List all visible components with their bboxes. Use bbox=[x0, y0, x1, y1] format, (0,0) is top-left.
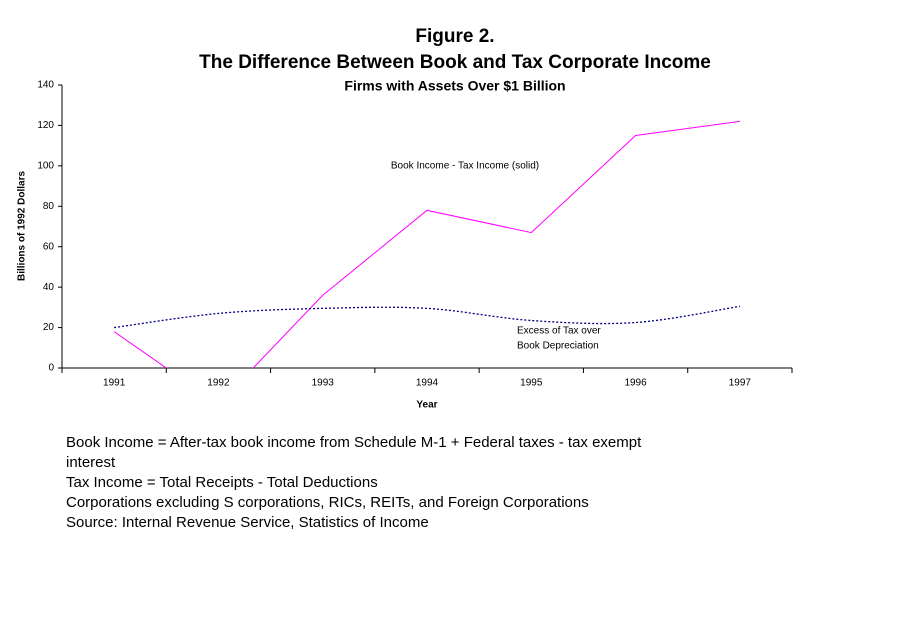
x-tick-label: 1993 bbox=[312, 378, 335, 389]
x-axis-label: Year bbox=[416, 400, 437, 411]
annotation: Excess of Tax over bbox=[517, 326, 601, 337]
chart-subtitle: The Difference Between Book and Tax Corp… bbox=[199, 52, 711, 73]
y-tick-label: 40 bbox=[43, 282, 55, 293]
x-tick-label: 1991 bbox=[103, 378, 126, 389]
chart-subtitle: Firms with Assets Over $1 Billion bbox=[344, 78, 565, 94]
annotation: Book Income - Tax Income (solid) bbox=[391, 161, 539, 172]
y-tick-label: 20 bbox=[43, 322, 55, 333]
annotation: Book Depreciation bbox=[517, 341, 599, 352]
plot-area bbox=[113, 120, 740, 368]
x-tick-label: 1992 bbox=[207, 378, 230, 389]
line-series bbox=[114, 305, 740, 329]
x-tick-label: 1994 bbox=[416, 378, 439, 389]
x-tick-label: 1997 bbox=[729, 378, 752, 389]
y-tick-label: 60 bbox=[43, 241, 55, 252]
note: Book Income = After-tax book income from… bbox=[66, 434, 642, 451]
x-tick-label: 1996 bbox=[624, 378, 647, 389]
y-axis-label: Billions of 1992 Dollars bbox=[17, 171, 28, 281]
note: Corporations excluding S corporations, R… bbox=[66, 494, 589, 511]
note: Source: Internal Revenue Service, Statis… bbox=[66, 514, 429, 531]
y-tick-label: 0 bbox=[48, 363, 54, 374]
y-tick-label: 80 bbox=[43, 201, 55, 212]
y-tick-label: 100 bbox=[37, 160, 54, 171]
note: Tax Income = Total Receipts - Total Dedu… bbox=[66, 474, 378, 491]
y-tick-label: 140 bbox=[37, 80, 54, 91]
note: interest bbox=[66, 454, 116, 471]
chart-title: Figure 2. bbox=[415, 26, 494, 47]
line-series bbox=[113, 120, 740, 368]
x-tick-label: 1995 bbox=[520, 378, 543, 389]
y-tick-label: 120 bbox=[37, 120, 54, 131]
